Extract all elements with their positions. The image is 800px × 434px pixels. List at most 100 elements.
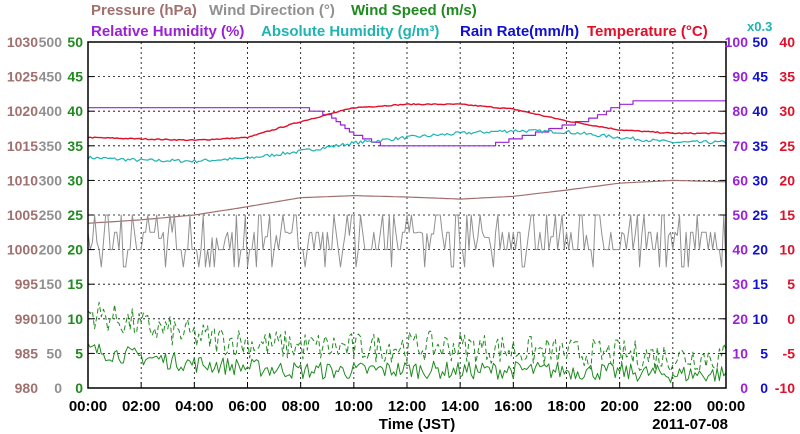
pressure-tick-label: 995 — [15, 276, 39, 292]
temperature-tick-label: 10 — [779, 242, 795, 258]
pressure-tick-label: 990 — [15, 311, 39, 327]
x-tick-label: 06:00 — [228, 398, 266, 415]
wind-speed-tick-label: 40 — [67, 103, 83, 119]
humidity-tick-label: 0 — [740, 380, 748, 396]
temperature-tick-label: 25 — [779, 138, 795, 154]
humidity-tick-label: 70 — [732, 138, 748, 154]
wind-direction-tick-label: 100 — [39, 311, 63, 327]
humidity-tick-label: 90 — [732, 69, 748, 85]
rain-rate-tick-label: 25 — [752, 207, 768, 223]
humidity-tick-label: 100 — [725, 34, 749, 50]
x-tick-label: 08:00 — [281, 398, 319, 415]
temperature-tick-label: 5 — [787, 276, 795, 292]
tick-marks — [87, 41, 727, 389]
x-tick-label: 04:00 — [175, 398, 213, 415]
wind-direction-tick-label: 500 — [39, 34, 63, 50]
wind-direction-tick-label: 0 — [54, 380, 62, 396]
humidity-tick-label: 10 — [732, 345, 748, 361]
humidity-tick-label: 60 — [732, 172, 748, 188]
legend-entry: Relative Humidity (%) — [91, 23, 244, 40]
temperature-tick-label: 0 — [787, 311, 795, 327]
humidity-tick-label: 80 — [732, 103, 748, 119]
pressure-tick-label: 980 — [15, 380, 39, 396]
x-axis-title: Time (JST) — [379, 416, 455, 433]
x-tick-label: 22:00 — [654, 398, 692, 415]
axis-tick-labels: 1030102510201015101010051000995990985980… — [7, 34, 795, 415]
temperature-tick-label: 20 — [779, 172, 795, 188]
pressure-tick-label: 1025 — [7, 69, 38, 85]
wind-direction-tick-label: 250 — [39, 207, 63, 223]
rain-multiplier-label: x0.3 — [747, 19, 772, 34]
relative-humidity-line — [88, 100, 726, 147]
x-tick-label: 16:00 — [494, 398, 532, 415]
humidity-tick-label: 40 — [732, 242, 748, 258]
legend-entry: Wind Speed (m/s) — [351, 2, 477, 19]
rain-rate-tick-label: 0 — [760, 380, 768, 396]
legend-entry: Rain Rate(mm/h) — [460, 23, 579, 40]
rain-rate-tick-label: 20 — [752, 242, 768, 258]
x-tick-label: 20:00 — [600, 398, 638, 415]
pressure-tick-label: 1005 — [7, 207, 38, 223]
rain-rate-tick-label: 50 — [752, 34, 768, 50]
wind-direction-tick-label: 150 — [39, 276, 63, 292]
wind-direction-tick-label: 300 — [39, 172, 63, 188]
wind-speed-tick-label: 5 — [75, 345, 83, 361]
wind-direction-tick-label: 350 — [39, 138, 63, 154]
temperature-tick-label: 15 — [779, 207, 795, 223]
rain-rate-tick-label: 5 — [760, 345, 768, 361]
x-tick-label: 10:00 — [335, 398, 373, 415]
legend-entry: Absolute Humidity (g/m³) — [261, 23, 439, 40]
pressure-tick-label: 1020 — [7, 103, 38, 119]
absolute-humidity-line — [87, 129, 727, 163]
wind-speed-tick-label: 0 — [75, 380, 83, 396]
wind-speed-tick-label: 20 — [67, 242, 83, 258]
wind-direction-tick-label: 400 — [39, 103, 63, 119]
humidity-tick-label: 30 — [732, 276, 748, 292]
series-layer — [87, 100, 727, 383]
wind-speed-line — [87, 343, 727, 383]
x-tick-label: 00:00 — [707, 398, 745, 415]
temperature-tick-label: 35 — [779, 69, 795, 85]
wind-direction-tick-label: 200 — [39, 242, 63, 258]
wind-direction-line — [87, 214, 727, 268]
x-tick-label: 12:00 — [388, 398, 426, 415]
wind-speed-tick-label: 25 — [67, 207, 83, 223]
x-tick-label: 02:00 — [122, 398, 160, 415]
rain-rate-tick-label: 35 — [752, 138, 768, 154]
wind-speed-tick-label: 30 — [67, 172, 83, 188]
temperature-tick-label: 30 — [779, 103, 795, 119]
wind-direction-tick-label: 50 — [46, 345, 62, 361]
wind-speed-tick-label: 35 — [67, 138, 83, 154]
rain-rate-tick-label: 40 — [752, 103, 768, 119]
wind-gust-line — [87, 301, 727, 372]
wind-speed-tick-label: 15 — [67, 276, 83, 292]
rain-rate-tick-label: 30 — [752, 172, 768, 188]
grid — [88, 42, 726, 388]
x-tick-label: 18:00 — [547, 398, 585, 415]
humidity-tick-label: 20 — [732, 311, 748, 327]
x-tick-label: 00:00 — [69, 398, 107, 415]
legend-entry: Wind Direction (°) — [209, 2, 335, 19]
rain-rate-tick-label: 10 — [752, 311, 768, 327]
legend: Pressure (hPa) Wind Direction (°) Wind Spe… — [91, 2, 772, 40]
pressure-tick-label: 1030 — [7, 34, 38, 50]
temperature-tick-label: -10 — [775, 380, 795, 396]
date-label: 2011-07-08 — [652, 416, 728, 433]
wind-direction-tick-label: 450 — [39, 69, 63, 85]
rain-rate-tick-label: 15 — [752, 276, 768, 292]
x-tick-label: 14:00 — [441, 398, 479, 415]
rain-rate-tick-label: 45 — [752, 69, 768, 85]
legend-entry: Temperature (°C) — [587, 23, 708, 40]
temperature-tick-label: -5 — [783, 345, 796, 361]
wind-speed-tick-label: 10 — [67, 311, 83, 327]
humidity-tick-label: 50 — [732, 207, 748, 223]
pressure-line — [87, 179, 727, 224]
wind-speed-tick-label: 50 — [67, 34, 83, 50]
wind-speed-tick-label: 45 — [67, 69, 83, 85]
pressure-tick-label: 985 — [15, 345, 39, 361]
temperature-tick-label: 40 — [779, 34, 795, 50]
pressure-tick-label: 1010 — [7, 172, 38, 188]
pressure-tick-label: 1000 — [7, 242, 38, 258]
pressure-tick-label: 1015 — [7, 138, 38, 154]
